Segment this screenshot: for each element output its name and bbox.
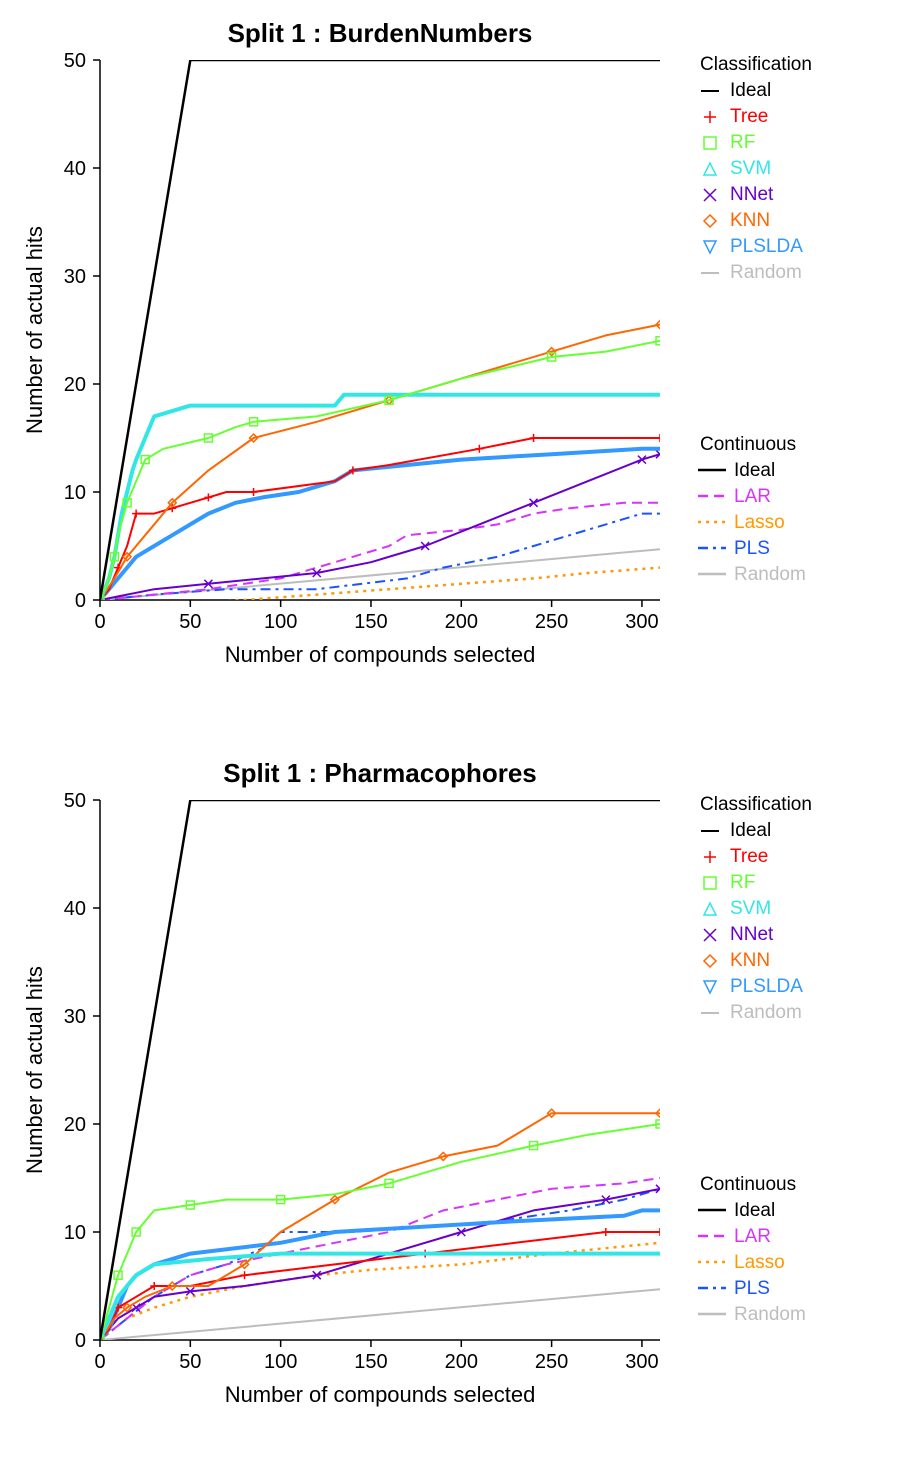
- svg-text:0: 0: [75, 1330, 86, 1352]
- svg-text:SVM: SVM: [730, 158, 771, 179]
- svg-text:20: 20: [64, 374, 86, 396]
- svg-text:200: 200: [445, 1351, 478, 1373]
- svg-text:10: 10: [64, 482, 86, 504]
- svg-text:Random: Random: [734, 1304, 806, 1325]
- svg-text:PLSLDA: PLSLDA: [730, 236, 803, 257]
- svg-text:PLS: PLS: [734, 538, 770, 559]
- figure-container: 05010015020025030001020304050Number of c…: [0, 0, 898, 1482]
- svg-text:Classification: Classification: [700, 54, 812, 75]
- svg-text:NNet: NNet: [730, 924, 774, 945]
- svg-text:250: 250: [535, 611, 568, 633]
- svg-text:RF: RF: [730, 132, 755, 153]
- svg-text:Number of actual hits: Number of actual hits: [22, 966, 47, 1174]
- svg-text:PLS: PLS: [734, 1278, 770, 1299]
- svg-text:KNN: KNN: [730, 210, 770, 231]
- svg-text:30: 30: [64, 1006, 86, 1028]
- svg-text:NNet: NNet: [730, 184, 774, 205]
- svg-text:Lasso: Lasso: [734, 512, 785, 533]
- svg-text:30: 30: [64, 266, 86, 288]
- svg-text:150: 150: [354, 611, 387, 633]
- svg-text:40: 40: [64, 898, 86, 920]
- svg-text:100: 100: [264, 1351, 297, 1373]
- svg-text:50: 50: [64, 790, 86, 812]
- svg-text:300: 300: [625, 611, 658, 633]
- svg-text:50: 50: [64, 50, 86, 72]
- svg-text:200: 200: [445, 611, 478, 633]
- svg-text:LAR: LAR: [734, 1226, 771, 1247]
- svg-text:Ideal: Ideal: [734, 1200, 775, 1221]
- svg-text:0: 0: [94, 611, 105, 633]
- svg-text:10: 10: [64, 1222, 86, 1244]
- svg-text:50: 50: [179, 1351, 201, 1373]
- svg-text:Lasso: Lasso: [734, 1252, 785, 1273]
- svg-text:LAR: LAR: [734, 486, 771, 507]
- svg-text:0: 0: [75, 590, 86, 612]
- svg-text:Split 1 : Pharmacophores: Split 1 : Pharmacophores: [223, 758, 537, 788]
- svg-text:0: 0: [94, 1351, 105, 1373]
- svg-text:Classification: Classification: [700, 794, 812, 815]
- svg-text:40: 40: [64, 158, 86, 180]
- svg-text:100: 100: [264, 611, 297, 633]
- svg-text:PLSLDA: PLSLDA: [730, 976, 803, 997]
- svg-text:KNN: KNN: [730, 950, 770, 971]
- svg-text:Random: Random: [730, 1002, 802, 1023]
- svg-text:SVM: SVM: [730, 898, 771, 919]
- svg-text:Number of compounds selected: Number of compounds selected: [225, 642, 536, 667]
- svg-text:20: 20: [64, 1114, 86, 1136]
- svg-text:Continuous: Continuous: [700, 1174, 796, 1195]
- svg-text:Random: Random: [730, 262, 802, 283]
- svg-text:Tree: Tree: [730, 846, 768, 867]
- svg-text:Number of actual hits: Number of actual hits: [22, 226, 47, 434]
- svg-text:Split 1 : BurdenNumbers: Split 1 : BurdenNumbers: [228, 18, 533, 48]
- svg-text:300: 300: [625, 1351, 658, 1373]
- svg-text:Tree: Tree: [730, 106, 768, 127]
- svg-text:Ideal: Ideal: [730, 80, 771, 101]
- svg-text:150: 150: [354, 1351, 387, 1373]
- svg-text:Random: Random: [734, 564, 806, 585]
- svg-text:50: 50: [179, 611, 201, 633]
- svg-text:250: 250: [535, 1351, 568, 1373]
- svg-text:Ideal: Ideal: [734, 460, 775, 481]
- svg-text:Number of compounds selected: Number of compounds selected: [225, 1382, 536, 1407]
- svg-text:Ideal: Ideal: [730, 820, 771, 841]
- svg-text:RF: RF: [730, 872, 755, 893]
- svg-text:Continuous: Continuous: [700, 434, 796, 455]
